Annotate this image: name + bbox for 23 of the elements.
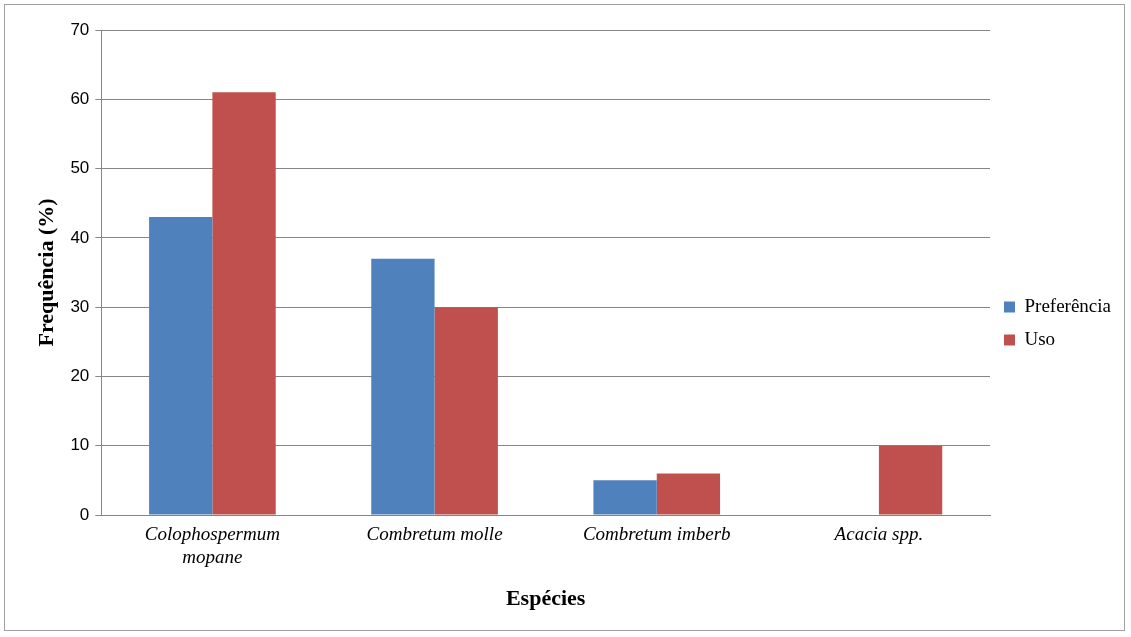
y-tick-label: 40 — [70, 227, 90, 247]
bar — [878, 445, 943, 515]
legend-label: Uso — [1024, 327, 1056, 349]
y-tick-label: 20 — [70, 366, 90, 386]
x-axis-title: Espécies — [505, 585, 586, 611]
bar — [593, 480, 657, 515]
bar — [371, 258, 435, 515]
x-tick-label: Colophospermum mopane — [144, 523, 280, 568]
bar — [212, 92, 276, 515]
bar — [434, 307, 498, 515]
y-tick-label: 60 — [70, 88, 90, 108]
bar — [149, 217, 213, 515]
y-tick-label: 10 — [70, 435, 90, 455]
bar — [656, 473, 721, 515]
y-tick-label: 30 — [70, 296, 90, 316]
x-tick-label: Combretum imberb — [582, 523, 731, 545]
x-tick-label: Combretum molle — [366, 523, 503, 545]
y-tick-label: 0 — [79, 504, 90, 524]
legend-label: Preferência — [1024, 294, 1112, 316]
y-tick-label: 50 — [70, 158, 90, 178]
y-axis-title: Frequência (%) — [32, 198, 58, 347]
x-tick-label: Acacia spp. — [832, 523, 924, 545]
y-tick-label: 70 — [70, 19, 90, 39]
